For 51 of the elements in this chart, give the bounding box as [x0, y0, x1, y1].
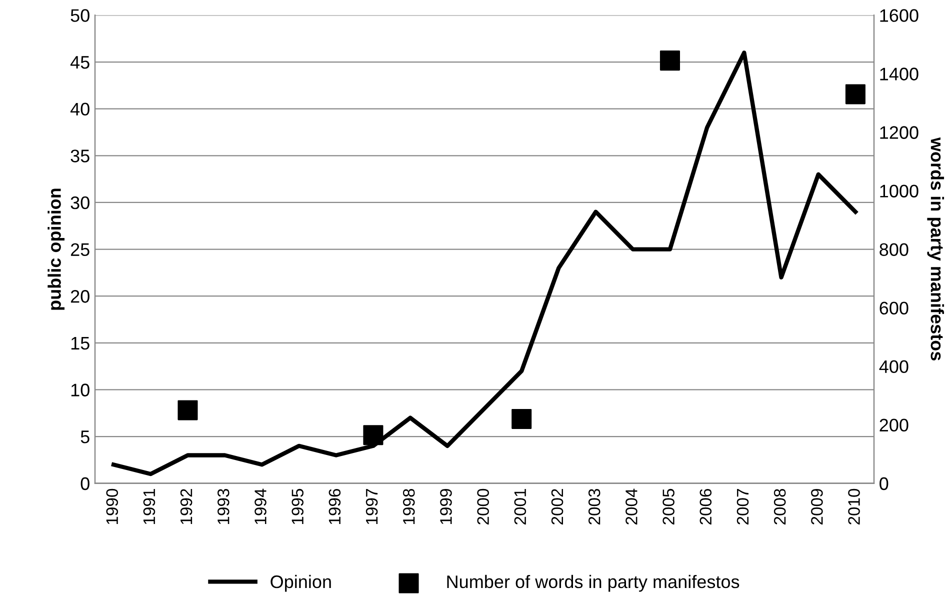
x-tick-label: 1991 [143, 489, 156, 524]
x-tick-label: 1999 [440, 489, 452, 524]
y2-tick-label: 1400 [880, 68, 918, 80]
x-tick-label: 1997 [366, 489, 378, 524]
x-tick-label: 1993 [218, 488, 230, 524]
y-tick-label: 15 [71, 337, 90, 350]
y-tick-label: 20 [70, 290, 90, 303]
y-tick-label: 40 [70, 102, 90, 116]
y-tick-label: 30 [70, 196, 90, 210]
x-tick-label: 1998 [402, 488, 415, 524]
x-tick-label: 2004 [626, 488, 638, 524]
y-tick-label: 25 [70, 243, 90, 256]
y-tick-label: 10 [71, 384, 90, 396]
y2-tick-label: 800 [880, 243, 908, 256]
y2-tick-label: 200 [880, 418, 908, 432]
legend-label: Opinion [270, 574, 331, 592]
x-tick-label: 2007 [736, 489, 749, 524]
y2-tick-label: 400 [879, 360, 908, 374]
x-tick-label: 1992 [180, 489, 192, 524]
x-tick-label: 2001 [514, 489, 526, 524]
legend-label: Number of words in party manifestos [447, 574, 740, 592]
y-tick-label: 5 [80, 430, 90, 444]
x-tick-label: 2005 [662, 488, 674, 524]
y2-tick-label: 0 [880, 477, 888, 490]
x-tick-label: 2006 [700, 488, 712, 524]
y2-axis-title: words in party manifestos [927, 137, 944, 360]
y-tick-label: 35 [70, 150, 90, 162]
y-tick-label: 45 [70, 56, 90, 69]
y2-tick-label: 1600 [880, 9, 918, 22]
x-tick-label: 2010 [848, 488, 860, 524]
line-series [111, 50, 858, 476]
point [512, 408, 532, 429]
x-tick-label: 2003 [588, 488, 600, 524]
y-tick-label: 0 [80, 477, 90, 490]
x-tick-label: 2009 [811, 489, 823, 524]
y2-tick-label: 1000 [880, 184, 918, 198]
point [660, 50, 680, 71]
y2-tick-label: 1200 [880, 126, 918, 139]
point [178, 400, 198, 420]
y2-tick-label: 600 [880, 302, 908, 315]
x-tick-label: 1994 [254, 488, 266, 524]
x-tick-label: 1996 [328, 488, 341, 524]
y-tick-label: 50 [70, 9, 90, 22]
x-tick-label: 2000 [477, 488, 489, 524]
x-tick-label: 2008 [774, 488, 786, 524]
y-axis-title: public opinion [48, 188, 64, 310]
x-tick-label: 1995 [292, 488, 304, 524]
point [363, 425, 384, 446]
x-tick-label: 2002 [551, 489, 564, 524]
x-tick-label: 1990 [106, 488, 118, 524]
point [845, 84, 866, 104]
